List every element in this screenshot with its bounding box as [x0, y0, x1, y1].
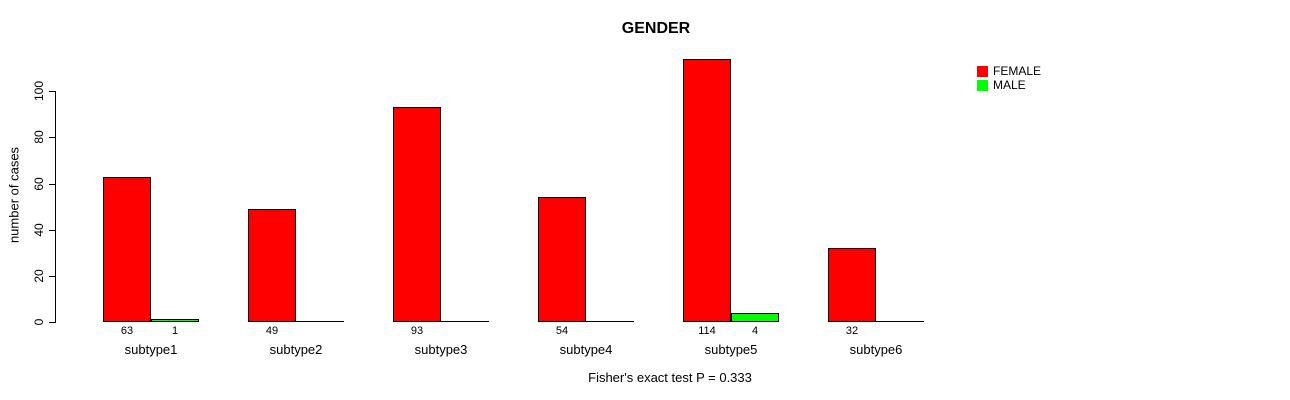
bar-female-subtype2 [248, 209, 296, 322]
y-tick-label: 80 [32, 130, 46, 144]
bar-female-subtype3 [393, 107, 441, 322]
y-tick-label: 60 [32, 177, 46, 191]
y-tick-label: 0 [32, 318, 46, 326]
bar-value-label: 1 [171, 325, 179, 337]
y-tick-label: 40 [32, 223, 46, 237]
bar-value-label: 4 [751, 325, 759, 337]
chart-title: GENDER [621, 20, 691, 37]
bar-value-label: 63 [120, 325, 134, 337]
legend-label-female: FEMALE [993, 64, 1042, 78]
bar-male-subtype1 [151, 319, 199, 322]
category-label-subtype2: subtype2 [269, 342, 323, 357]
legend-swatch-female [977, 65, 988, 77]
bar-male-subtype5 [731, 313, 779, 322]
bar-value-label: 49 [265, 325, 279, 337]
category-label-subtype3: subtype3 [414, 342, 468, 357]
bar-female-subtype1 [103, 177, 151, 322]
y-tick-mark [49, 230, 55, 231]
bar-value-label: 32 [845, 325, 859, 337]
bar-female-subtype4 [538, 197, 586, 322]
y-tick-mark [49, 322, 55, 323]
legend-entry-female: FEMALE [977, 64, 1041, 78]
bar-male-subtype4-zero [586, 321, 634, 322]
annotation-text: Fisher's exact test P = 0.333 [588, 370, 752, 385]
bar-value-label: 93 [410, 325, 424, 337]
bar-value-label: 114 [698, 325, 716, 337]
y-tick-mark [49, 137, 55, 138]
category-label-subtype4: subtype4 [559, 342, 613, 357]
category-label-subtype5: subtype5 [704, 342, 758, 357]
legend-label-male: MALE [993, 78, 1026, 92]
y-tick-mark [49, 276, 55, 277]
y-tick-label: 100 [32, 80, 46, 102]
bar-value-label: 54 [555, 325, 569, 337]
bar-male-subtype6-zero [876, 321, 924, 322]
y-axis-line [55, 91, 56, 323]
legend-entry-male: MALE [977, 78, 1041, 92]
y-tick-mark [49, 184, 55, 185]
bar-female-subtype5 [683, 59, 731, 322]
y-tick-label: 20 [32, 269, 46, 283]
y-tick-mark [49, 91, 55, 92]
bar-male-subtype3-zero [441, 321, 489, 322]
category-label-subtype6: subtype6 [849, 342, 903, 357]
bar-male-subtype2-zero [296, 321, 344, 322]
legend: FEMALE MALE [977, 64, 1041, 92]
y-axis-label: number of cases [6, 146, 22, 244]
legend-swatch-male [977, 79, 988, 91]
category-label-subtype1: subtype1 [124, 342, 178, 357]
bar-female-subtype6 [828, 248, 876, 322]
